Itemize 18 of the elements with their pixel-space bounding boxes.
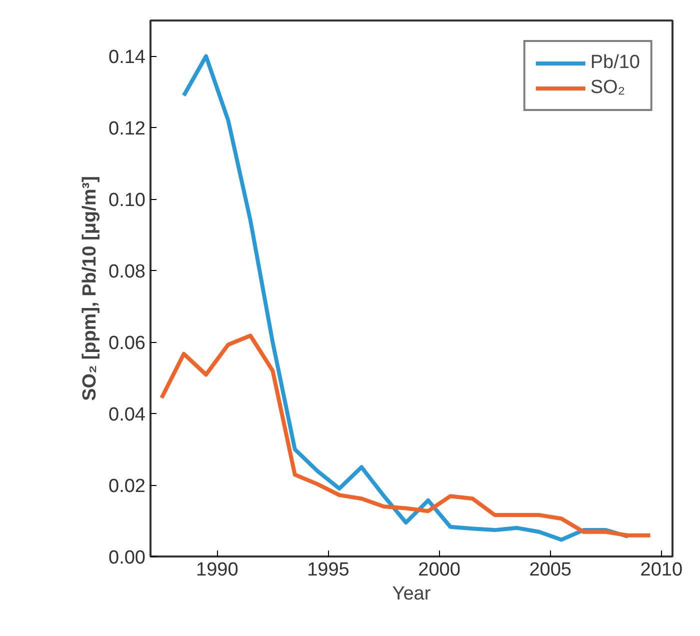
y-tick-label: 0.08	[108, 262, 146, 283]
y-tick-label: 0.12	[108, 118, 146, 140]
y-tick-label: 0.10	[108, 190, 146, 212]
y-axis-title: SO₂ [ppm], Pb/10 [μg/m³]	[80, 176, 101, 401]
x-tick-label: 1995	[307, 560, 350, 580]
x-tick-label: 2005	[529, 560, 572, 580]
x-axis-title: Year	[392, 584, 432, 604]
y-tick-label: 0.14	[108, 47, 146, 68]
line-series	[160, 334, 652, 538]
y-tick-label: 0.04	[108, 404, 146, 426]
legend-label: Pb/10	[590, 52, 640, 74]
x-tick-label: 2010	[640, 560, 683, 580]
y-tick-label: 0.02	[108, 476, 146, 498]
y-tick-label: 0.00	[108, 548, 146, 568]
x-tick-label: 2000	[418, 560, 460, 580]
legend-label: SO₂	[590, 77, 626, 99]
x-tick-label: 1990	[196, 560, 238, 580]
y-tick-label: 0.06	[108, 333, 146, 354]
